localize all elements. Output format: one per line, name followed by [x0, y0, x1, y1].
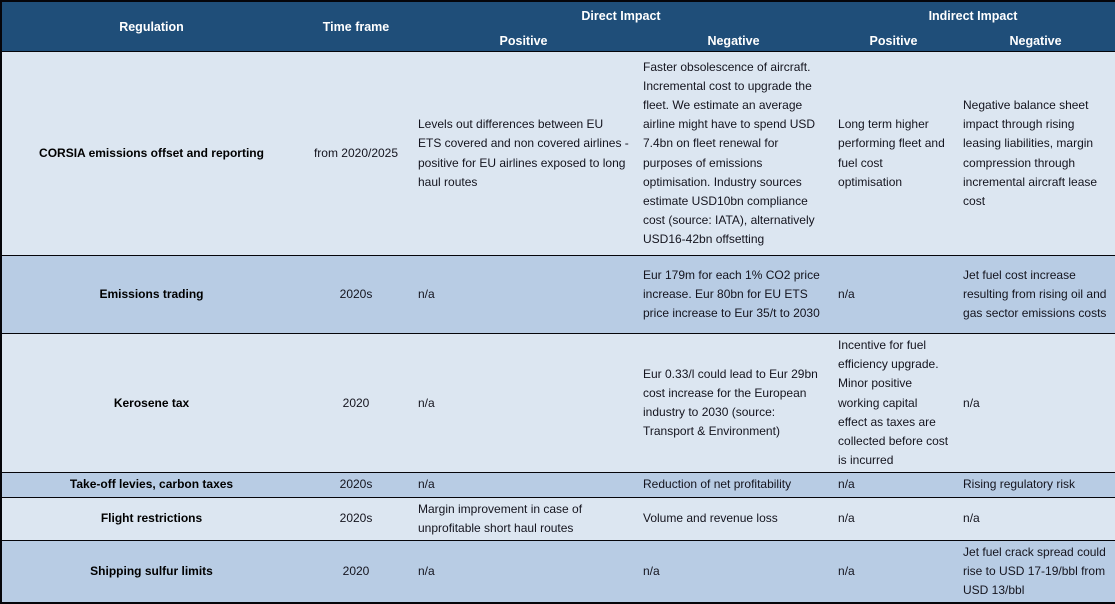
- header-regulation: Regulation: [1, 1, 301, 52]
- cell-direct-positive: Levels out differences between EU ETS co…: [411, 51, 636, 256]
- cell-direct-negative: Eur 179m for each 1% CO2 price increase.…: [636, 255, 832, 334]
- cell-direct-positive: n/a: [411, 332, 636, 473]
- header-direct-negative: Negative: [636, 30, 832, 52]
- cell-regulation: Kerosene tax: [1, 332, 301, 473]
- cell-direct-positive: n/a: [411, 539, 636, 604]
- table-row-takeoff-levies: Take-off levies, carbon taxes 2020s n/a …: [1, 472, 1115, 497]
- cell-direct-negative: n/a: [636, 539, 832, 604]
- header-row-groups: Regulation Time frame Direct Impact Indi…: [1, 1, 1115, 52]
- cell-direct-negative: Reduction of net profitability: [636, 472, 832, 497]
- cell-direct-negative: Eur 0.33/l could lead to Eur 29bn cost i…: [636, 332, 832, 473]
- table-row-emissions-trading: Emissions trading 2020s n/a Eur 179m for…: [1, 255, 1115, 334]
- cell-regulation: Take-off levies, carbon taxes: [1, 472, 301, 497]
- header-indirect-impact: Indirect Impact: [831, 1, 1115, 30]
- cell-time-frame: from 2020/2025: [301, 51, 411, 256]
- table-row-flight-restrictions: Flight restrictions 2020s Margin improve…: [1, 496, 1115, 541]
- cell-indirect-positive: n/a: [831, 255, 957, 334]
- cell-direct-positive: Margin improvement in case of unprofitab…: [411, 496, 636, 541]
- cell-indirect-negative: Jet fuel cost increase resulting from ri…: [956, 255, 1115, 334]
- cell-indirect-positive: Incentive for fuel efficiency upgrade. M…: [831, 332, 957, 473]
- table-row-corsia: CORSIA emissions offset and reporting fr…: [1, 51, 1115, 256]
- cell-indirect-positive: n/a: [831, 539, 957, 604]
- cell-regulation: Shipping sulfur limits: [1, 539, 301, 604]
- cell-time-frame: 2020s: [301, 496, 411, 541]
- header-indirect-positive: Positive: [831, 30, 957, 52]
- cell-indirect-negative: Jet fuel crack spread could rise to USD …: [956, 539, 1115, 604]
- cell-direct-negative: Volume and revenue loss: [636, 496, 832, 541]
- cell-indirect-positive: n/a: [831, 496, 957, 541]
- cell-direct-positive: n/a: [411, 472, 636, 497]
- header-direct-impact: Direct Impact: [411, 1, 832, 30]
- table-row-kerosene-tax: Kerosene tax 2020 n/a Eur 0.33/l could l…: [1, 332, 1115, 473]
- cell-indirect-negative: Negative balance sheet impact through ri…: [956, 51, 1115, 256]
- cell-indirect-negative: n/a: [956, 332, 1115, 473]
- table-header: Regulation Time frame Direct Impact Indi…: [1, 1, 1115, 52]
- header-direct-positive: Positive: [411, 30, 636, 52]
- header-indirect-negative: Negative: [956, 30, 1115, 52]
- cell-regulation: Flight restrictions: [1, 496, 301, 541]
- table-body: CORSIA emissions offset and reporting fr…: [1, 51, 1115, 604]
- cell-time-frame: 2020s: [301, 255, 411, 334]
- cell-regulation: CORSIA emissions offset and reporting: [1, 51, 301, 256]
- cell-direct-negative: Faster obsolescence of aircraft. Increme…: [636, 51, 832, 256]
- cell-time-frame: 2020s: [301, 472, 411, 497]
- header-row-subcolumns: Positive Negative Positive Negative: [1, 30, 1115, 52]
- cell-indirect-positive: Long term higher performing fleet and fu…: [831, 51, 957, 256]
- cell-direct-positive: n/a: [411, 255, 636, 334]
- cell-regulation: Emissions trading: [1, 255, 301, 334]
- cell-indirect-negative: Rising regulatory risk: [956, 472, 1115, 497]
- cell-indirect-positive: n/a: [831, 472, 957, 497]
- header-time-frame: Time frame: [301, 1, 411, 52]
- cell-time-frame: 2020: [301, 332, 411, 473]
- table-row-shipping-sulfur: Shipping sulfur limits 2020 n/a n/a n/a …: [1, 539, 1115, 604]
- cell-time-frame: 2020: [301, 539, 411, 604]
- cell-indirect-negative: n/a: [956, 496, 1115, 541]
